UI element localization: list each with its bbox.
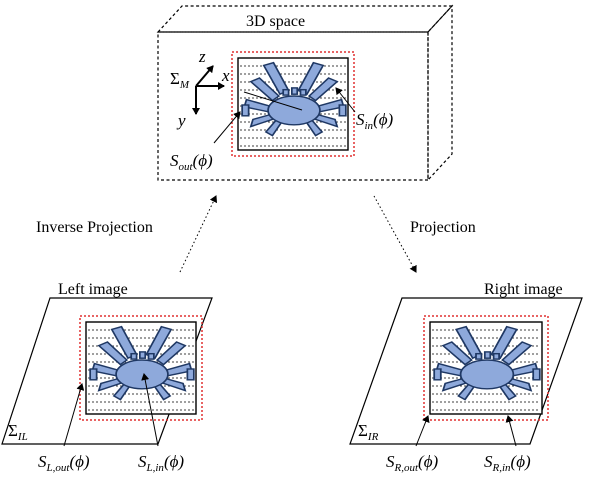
left-model [79,315,203,421]
right-outer-contour [423,315,549,421]
s-out-label: Sout(ϕ) [170,151,213,173]
space-box-front [157,31,429,181]
s-in-label: Sin(ϕ) [356,110,394,132]
outer-contour [231,51,355,157]
s-l-out-label: SL,out(ϕ) [38,452,90,474]
s-r-out-label: SR,out(ϕ) [386,452,438,474]
model-plane [231,51,355,157]
sigma-m-label: ΣM [170,69,190,91]
left-outer-contour [79,315,203,421]
s-l-in-pointer [141,373,159,447]
s-r-out-pointer [415,415,430,447]
s-r-in-pointer [505,415,517,447]
model-frame [192,65,225,115]
projection-arrow [373,195,417,273]
right-image-plane [349,297,583,445]
s-l-in-label: SL,in(ϕ) [138,452,184,474]
space-box [156,4,454,182]
projection-label: Projection [410,219,476,236]
axis-x-label: x [221,66,230,85]
inverse-projection-label: Inverse Projection [36,219,153,236]
left-image-label: Left image [58,281,128,298]
s-in-pointer [335,87,356,113]
sigma-il-label: ΣIL [8,421,28,443]
inverse-projection-arrow [179,195,218,273]
right-image-label: Right image [484,281,563,298]
frame-connector [243,91,303,111]
space-box-side [427,4,453,182]
right-model [423,315,549,421]
axis-z-label: z [198,47,206,66]
s-l-out-pointer [63,383,85,447]
axis-y-label: y [176,111,186,130]
s-r-in-label: SR,in(ϕ) [484,452,531,474]
sigma-ir-label: ΣIR [358,421,379,443]
axis-z-arrow [195,65,214,87]
s-out-pointer [213,111,241,144]
space-label: 3D space [246,13,305,30]
